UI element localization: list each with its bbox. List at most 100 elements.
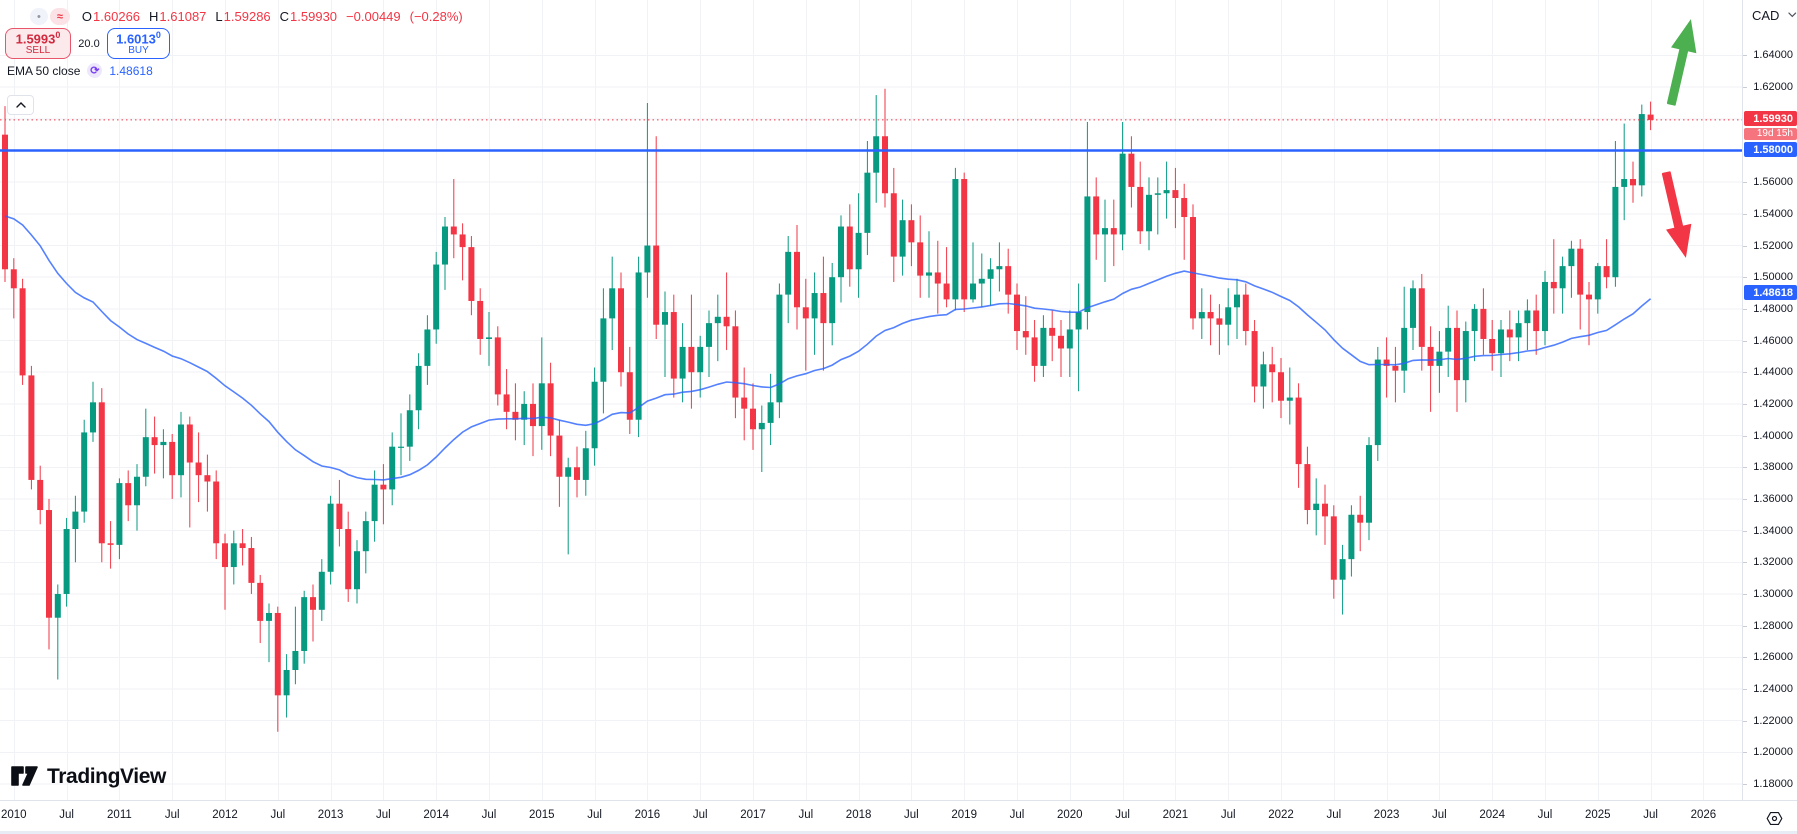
- price-tick-mark: [1743, 593, 1747, 595]
- axis-settings-button[interactable]: [1762, 806, 1786, 830]
- time-axis-month-label: Jul: [1432, 809, 1447, 821]
- time-axis-month-label: Jul: [1115, 809, 1130, 821]
- time-axis-year-label: 2019: [951, 809, 977, 821]
- spread-value: 20.0: [78, 37, 100, 50]
- level-price-flag: 1.58000: [1744, 142, 1797, 157]
- indicator-name: EMA 50 close: [7, 63, 81, 78]
- price-tick-mark: [1743, 245, 1747, 247]
- change-value: −0.00449: [346, 9, 401, 24]
- time-axis[interactable]: 2010 Jul 2011 Jul 2012 Jul 2013 Jul 2014 Jul 2015 J…: [0, 800, 1797, 834]
- price-tick-mark: [1743, 213, 1747, 215]
- price-tick-mark: [1743, 372, 1747, 374]
- grid: [0, 0, 1742, 800]
- price-tick-label: 1.62000: [1753, 81, 1793, 94]
- last-price-flag: 1.59930: [1744, 111, 1797, 127]
- sell-price: 1.5993: [15, 31, 56, 47]
- quote-currency-selector[interactable]: CAD: [1744, 4, 1797, 26]
- low-label: L: [215, 9, 223, 24]
- time-axis-month-label: Jul: [692, 809, 708, 821]
- indicator-legend[interactable]: EMA 50 close ⟳ 1.48618: [7, 63, 153, 78]
- time-axis-month-label: Jul: [270, 809, 286, 821]
- open-value: 1.60266: [93, 9, 141, 24]
- price-tick-label: 1.50000: [1753, 271, 1793, 284]
- price-tick-label: 1.38000: [1753, 461, 1793, 474]
- time-axis-year-label: 2025: [1585, 809, 1611, 821]
- price-tick-label: 1.48000: [1753, 302, 1793, 315]
- price-tick-label: 1.54000: [1753, 207, 1793, 220]
- sell-button[interactable]: 1.59930 SELL: [5, 28, 71, 59]
- arrow-up-annotation[interactable]: [1658, 16, 1703, 108]
- price-tick-label: 1.34000: [1753, 524, 1793, 537]
- high-label: H: [149, 9, 159, 24]
- collapse-legend-button[interactable]: [7, 95, 34, 115]
- time-axis-month-label: Jul: [1220, 809, 1236, 821]
- time-axis-year-label: 2018: [845, 809, 872, 821]
- time-axis-year-label: 2017: [740, 809, 766, 821]
- time-axis-month-label: Jul: [164, 809, 180, 821]
- change-percent: (−0.28%): [409, 9, 463, 24]
- ema-line[interactable]: [4, 215, 1652, 481]
- price-tick-mark: [1743, 720, 1747, 722]
- price-scale[interactable]: 1.64000 1.62000 1.56000 1.54000 1.52000 1.500…: [1742, 0, 1797, 800]
- price-tick-mark: [1743, 55, 1747, 57]
- time-axis-year-label: 2014: [423, 809, 449, 821]
- sell-price-pip: 0: [55, 29, 61, 40]
- time-axis-year-label: 2020: [1057, 809, 1083, 821]
- drawings-pill[interactable]: ≈: [49, 8, 70, 25]
- time-axis-month-label: Jul: [798, 809, 814, 821]
- time-axis-month-label: Jul: [587, 809, 602, 821]
- scale-settings-icon: [1766, 811, 1782, 825]
- time-axis-month-label: Jul: [1643, 809, 1658, 821]
- price-tick-label: 1.56000: [1753, 176, 1793, 189]
- time-axis-year-label: 2016: [634, 809, 661, 821]
- tradingview-logo[interactable]: TradingView: [10, 764, 166, 789]
- indicator-value: 1.48618: [109, 63, 153, 78]
- price-tick-label: 1.18000: [1753, 778, 1793, 791]
- price-tick-mark: [1743, 308, 1747, 310]
- time-axis-year-label: 2011: [107, 809, 132, 821]
- price-tick-label: 1.30000: [1753, 587, 1793, 600]
- time-axis-year-label: 2015: [529, 809, 555, 821]
- time-axis-month-label: Jul: [1326, 809, 1342, 821]
- price-tick-mark: [1743, 688, 1747, 690]
- price-tick-mark: [1743, 87, 1747, 89]
- price-tick-mark: [1743, 657, 1747, 659]
- indicator-sync-icon: ⟳: [87, 63, 103, 78]
- arrow-down-annotation[interactable]: [1653, 169, 1698, 261]
- buy-price-pip: 0: [155, 29, 161, 40]
- buy-price: 1.6013: [116, 31, 156, 47]
- ema-value-flag: 1.48618: [1744, 284, 1797, 300]
- time-axis-year-label: 2023: [1373, 809, 1400, 821]
- high-value: 1.61087: [159, 9, 207, 24]
- chart-canvas[interactable]: • ≈ O 1.60266 H 1.61087 L 1.59286 C 1.59930 …: [0, 0, 1742, 800]
- time-axis-month-label: Jul: [1009, 809, 1025, 821]
- chevron-down-icon: [1788, 12, 1797, 18]
- price-tick-mark: [1743, 435, 1747, 437]
- price-tick-mark: [1743, 403, 1747, 405]
- time-axis-year-label: 2024: [1479, 809, 1505, 821]
- close-value: 1.59930: [290, 9, 338, 24]
- time-axis-month-label: Jul: [1537, 809, 1553, 821]
- price-tick-mark: [1743, 784, 1747, 786]
- price-tick-label: 1.46000: [1753, 334, 1793, 347]
- price-tick-label: 1.40000: [1753, 429, 1793, 442]
- price-tick-mark: [1743, 277, 1747, 279]
- price-tick-label: 1.32000: [1753, 556, 1793, 569]
- price-tick-label: 1.52000: [1753, 239, 1793, 252]
- time-axis-month-label: Jul: [904, 809, 919, 821]
- price-tick-mark: [1743, 340, 1747, 342]
- buy-label: BUY: [128, 44, 149, 56]
- hidden-tools-pill[interactable]: •: [30, 8, 48, 25]
- price-tick-label: 1.42000: [1753, 397, 1793, 410]
- time-axis-year-label: 2026: [1690, 809, 1717, 821]
- tradingview-logo-text: TradingView: [47, 764, 166, 788]
- time-axis-year-label: 2010: [1, 809, 27, 821]
- price-tick-label: 1.22000: [1753, 714, 1793, 727]
- price-tick-label: 1.64000: [1753, 49, 1793, 62]
- price-tick-mark: [1743, 498, 1747, 500]
- tradingview-mark-icon: [11, 766, 38, 786]
- time-axis-year-label: 2012: [212, 809, 238, 821]
- buy-button[interactable]: 1.60130 BUY: [107, 28, 170, 59]
- time-axis-month-label: Jul: [59, 809, 74, 821]
